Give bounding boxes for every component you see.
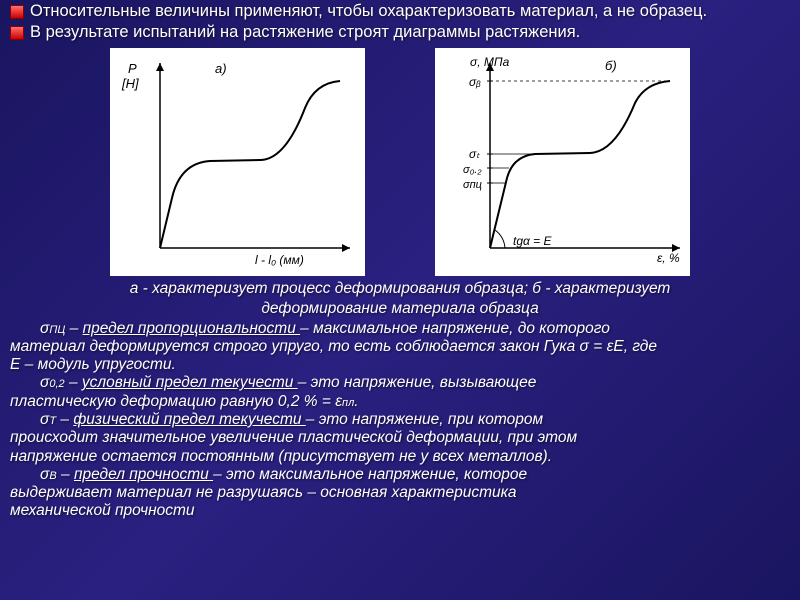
svg-text:ε, %: ε, % <box>657 251 680 265</box>
svg-text:[H]: [H] <box>121 76 139 91</box>
svg-text:P: P <box>128 61 137 76</box>
def-3: σT – физический предел текучести – это н… <box>10 411 790 429</box>
bullet-text-1: Относительные величины применяют, чтобы … <box>30 2 707 21</box>
svg-text:σᵦ: σᵦ <box>469 75 481 89</box>
svg-text:σпц: σпц <box>463 179 482 191</box>
svg-text:σ₀.₂: σ₀.₂ <box>463 164 482 176</box>
caption-block: a - характеризует процесс деформирования… <box>0 280 800 521</box>
svg-text:tgα = E: tgα = E <box>513 234 553 248</box>
def-2-cont: пластическую деформацию равную 0,2 % = ε… <box>10 393 790 411</box>
chart-a: а) P [H] l - l₀ (мм) <box>110 48 365 276</box>
def-1-cont: материал деформируется строго упруго, то… <box>10 338 790 356</box>
chart-b: б) σ, МПа σᵦ σₜ σ₀.₂ σпц tgα = E ε, % <box>435 48 690 276</box>
def-4: σB – предел прочности – это максимальное… <box>10 466 790 484</box>
bullet-icon <box>10 26 24 40</box>
def-3-cont2: напряжение остается постоянным (присутст… <box>10 448 790 466</box>
def-1-cont2: E – модуль упругости. <box>10 356 790 374</box>
svg-text:б): б) <box>605 58 617 73</box>
caption-line-1: a - характеризует процесс деформирования… <box>10 280 790 298</box>
def-4-cont2: механической прочности <box>10 502 790 520</box>
def-4-cont: выдерживает материал не разрушаясь – осн… <box>10 484 790 502</box>
bullet-icon <box>10 5 24 19</box>
bullet-text-2: В результате испытаний на растяжение стр… <box>30 23 580 42</box>
def-1: σПЦ – предел пропорциональности – максим… <box>10 320 790 338</box>
def-2: σ0,2 – условный предел текучести – это н… <box>10 374 790 392</box>
svg-text:σ, МПа: σ, МПа <box>470 55 510 69</box>
charts-container: а) P [H] l - l₀ (мм) <box>0 48 800 276</box>
svg-text:σₜ: σₜ <box>469 147 480 161</box>
def-3-cont: происходит значительное увеличение пласт… <box>10 429 790 447</box>
caption-line-2: деформирование материала образца <box>10 300 790 318</box>
svg-text:l - l₀ (мм): l - l₀ (мм) <box>255 253 304 267</box>
chart-a-label: а) <box>215 61 227 76</box>
